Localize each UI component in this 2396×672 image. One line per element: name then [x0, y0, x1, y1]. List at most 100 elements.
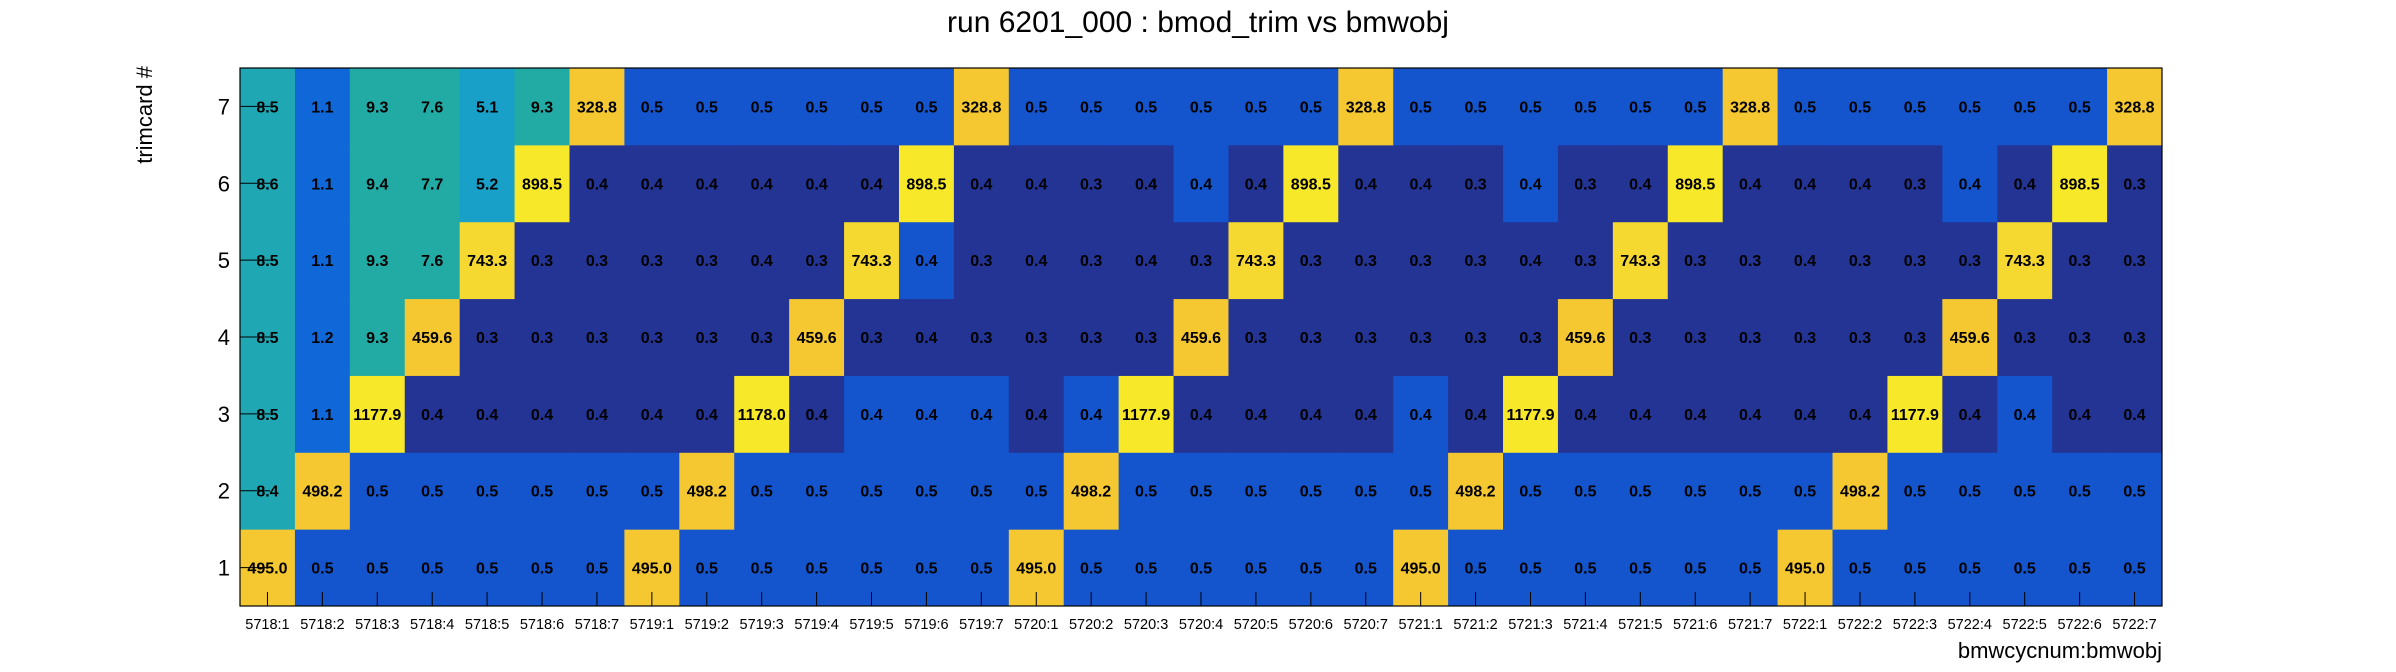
cell-value-label: 0.5	[1355, 484, 1377, 501]
heatmap-cell	[789, 68, 845, 146]
heatmap-cell	[514, 452, 570, 530]
heatmap-cell	[569, 298, 625, 376]
heatmap-cell	[844, 221, 900, 300]
cell-value-label: 8.5	[256, 99, 278, 116]
x-tick-label: 5719:6	[904, 617, 948, 633]
heatmap-cell	[1722, 452, 1779, 530]
heatmap-cell	[1887, 375, 1943, 453]
heatmap-cell	[624, 298, 680, 376]
cell-value-label: 0.5	[1904, 99, 1926, 116]
cell-value-label: 0.5	[421, 484, 443, 501]
cell-value-label: 0.5	[1574, 484, 1596, 501]
heatmap-cell	[1118, 68, 1175, 146]
cell-value-label: 0.3	[1959, 253, 1981, 270]
cell-value-label: 0.3	[2123, 330, 2145, 347]
cell-value-label: 0.4	[1190, 407, 1212, 424]
heatmap-cell	[1503, 452, 1559, 530]
cell-value-label: 1177.9	[1122, 407, 1170, 424]
cell-value-label: 0.3	[531, 330, 553, 347]
heatmap-cell	[1667, 144, 1724, 223]
heatmap-cell	[2052, 221, 2108, 300]
cell-value-label: 0.4	[915, 253, 937, 270]
heatmap-cell	[1722, 298, 1779, 376]
cell-value-label: 0.3	[1080, 330, 1102, 347]
cell-value-label: 0.4	[1849, 407, 1871, 424]
heatmap-cell	[1063, 68, 1120, 146]
heatmap-cell	[844, 144, 900, 223]
heatmap-cell	[1612, 144, 1669, 223]
heatmap-cell	[624, 68, 680, 146]
heatmap-cell	[1503, 375, 1559, 453]
heatmap-cell	[569, 221, 625, 300]
cell-value-label: 0.4	[1190, 176, 1212, 193]
cell-value-label: 898.5	[1291, 176, 1331, 193]
heatmap-cell	[1612, 298, 1669, 376]
heatmap-cell	[953, 144, 1010, 223]
cell-value-label: 0.3	[1355, 330, 1377, 347]
heatmap-cell	[898, 298, 955, 376]
heatmap-cell	[2107, 298, 2163, 376]
cell-value-label: 9.3	[366, 253, 388, 270]
cell-value-label: 0.4	[1355, 407, 1377, 424]
heatmap-cell	[734, 221, 790, 300]
cell-value-label: 0.5	[1245, 484, 1267, 501]
heatmap-cell	[898, 68, 955, 146]
heatmap-cell	[1942, 375, 1998, 453]
cell-value-label: 8.5	[256, 330, 278, 347]
cell-value-label: 0.5	[696, 99, 718, 116]
cell-value-label: 0.5	[915, 99, 937, 116]
cell-value-label: 0.5	[2123, 484, 2145, 501]
heatmap-cell	[734, 375, 790, 453]
heatmap-cell	[2052, 68, 2108, 146]
heatmap-cell	[679, 298, 735, 376]
heatmap-cell	[898, 452, 955, 530]
cell-value-label: 1.1	[311, 176, 333, 193]
cell-value-label: 0.3	[2069, 330, 2091, 347]
cell-value-label: 0.3	[805, 253, 827, 270]
cell-value-label: 0.4	[1574, 407, 1596, 424]
cell-value-label: 0.5	[1684, 99, 1706, 116]
cell-value-label: 0.4	[1629, 176, 1651, 193]
heatmap-cell	[2107, 68, 2163, 146]
heatmap-cell	[1008, 68, 1065, 146]
cell-value-label: 0.4	[1684, 407, 1706, 424]
cell-value-label: 0.3	[586, 330, 608, 347]
heatmap-cell	[1777, 375, 1834, 453]
cell-value-label: 0.4	[2014, 407, 2036, 424]
cell-value-label: 0.5	[1300, 484, 1322, 501]
heatmap-cell	[679, 452, 735, 530]
cell-value-label: 0.5	[1135, 484, 1157, 501]
heatmap-cell	[1283, 452, 1339, 530]
heatmap-cell	[1008, 298, 1065, 376]
cell-value-label: 1177.9	[353, 407, 401, 424]
heatmap-cell	[844, 68, 900, 146]
heatmap-cell	[1887, 144, 1943, 223]
cell-value-label: 0.4	[1794, 253, 1816, 270]
heatmap-cell	[1393, 375, 1449, 453]
cell-value-label: 0.3	[1355, 253, 1377, 270]
x-tick-label: 5722:3	[1893, 617, 1937, 633]
heatmap-cell	[1557, 375, 1614, 453]
cell-value-label: 7.6	[421, 99, 443, 116]
heatmap-cell	[789, 452, 845, 530]
heatmap-cell	[1887, 221, 1943, 300]
cell-value-label: 743.3	[2005, 253, 2045, 270]
heatmap-cell	[1997, 452, 2053, 530]
heatmap-cell	[1997, 375, 2053, 453]
cell-value-label: 0.5	[1794, 99, 1816, 116]
heatmap-cell	[1338, 452, 1394, 530]
heatmap-cell	[349, 144, 406, 223]
heatmap-cell	[898, 375, 955, 453]
heatmap-cell	[1118, 298, 1175, 376]
heatmap-cell	[1118, 452, 1175, 530]
heatmap-cell	[1063, 375, 1120, 453]
heatmap-cell	[1503, 221, 1559, 300]
cell-value-label: 0.4	[805, 407, 827, 424]
heatmap-cell	[1667, 452, 1724, 530]
cell-value-label: 0.4	[751, 176, 773, 193]
cell-value-label: 0.3	[2069, 253, 2091, 270]
heatmap-cell	[1503, 298, 1559, 376]
heatmap-cell	[1228, 144, 1284, 223]
cell-value-label: 0.5	[531, 561, 553, 578]
cell-value-label: 495.0	[1401, 561, 1441, 578]
